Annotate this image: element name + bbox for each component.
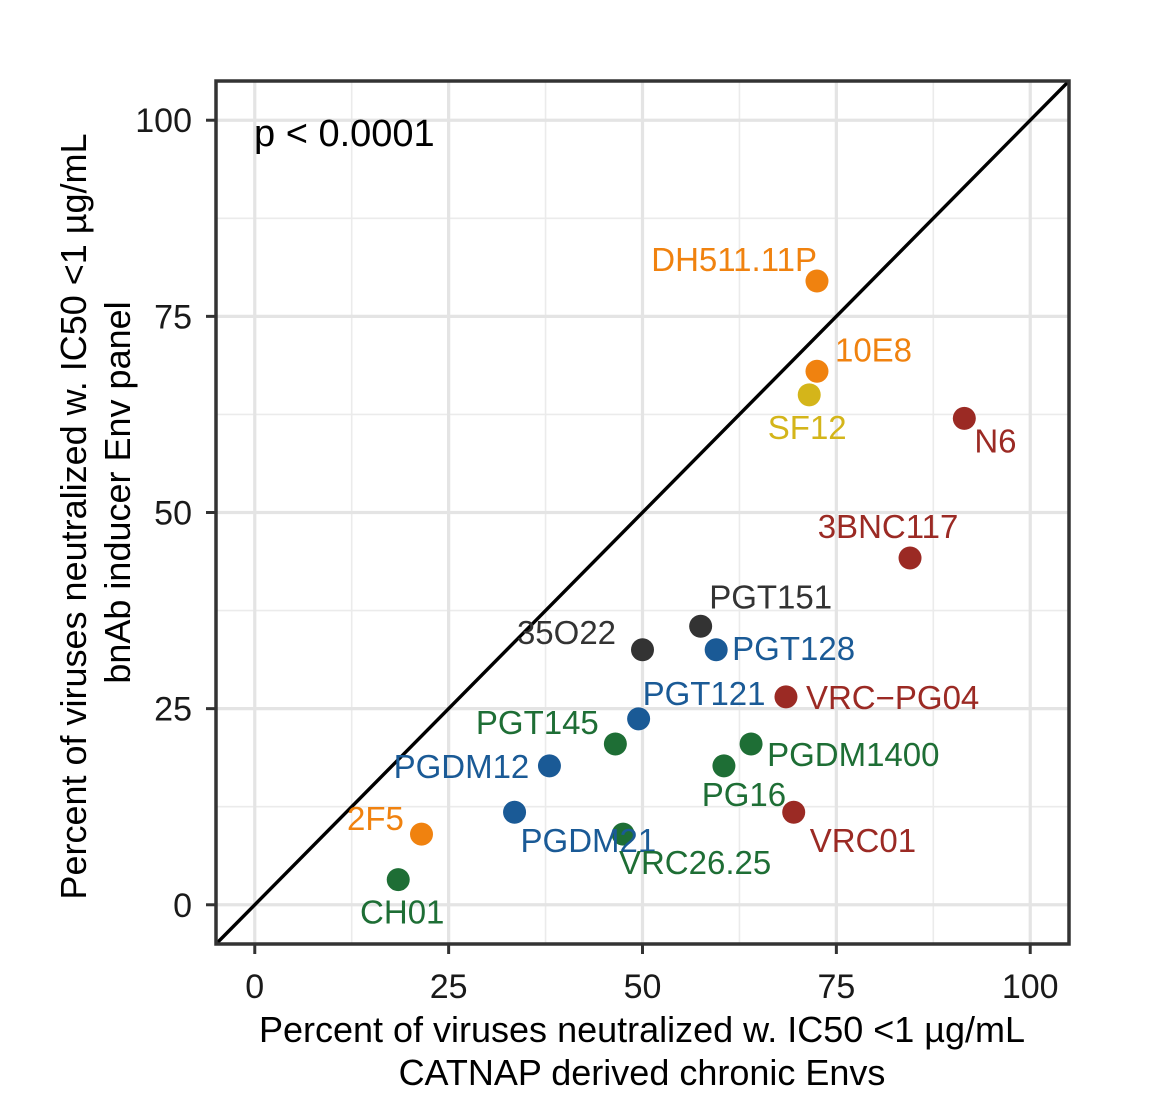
p-value-annotation: p < 0.0001 — [254, 113, 435, 155]
data-point — [952, 406, 976, 430]
y-tick-label: 75 — [154, 298, 192, 336]
point-label: PGDM21 — [521, 822, 657, 859]
data-point — [631, 638, 654, 662]
point-label: PGT128 — [732, 630, 855, 667]
x-axis-title-line1: Percent of viruses neutralized w. IC50 <… — [259, 1009, 1025, 1050]
data-point — [409, 822, 433, 846]
data-points — [386, 269, 976, 892]
data-point — [611, 822, 635, 846]
y-tick-label: 0 — [173, 887, 192, 925]
point-labels: DH511.11P 10E8 SF12 N6 3BNC117 PGT151 35O22 PGT… — [347, 241, 1016, 931]
data-point — [603, 732, 627, 756]
x-tick-label: 50 — [624, 968, 662, 1006]
data-point — [797, 383, 821, 407]
identity-line — [214, 79, 1071, 946]
x-tick-label: 25 — [430, 968, 468, 1006]
point-label: CH01 — [360, 894, 444, 931]
axes: 0 25 50 75 100 0 25 50 75 100 — [135, 102, 1058, 1006]
point-label: 10E8 — [835, 331, 912, 368]
y-axis-title-line1: Percent of viruses neutralized w. IC50 <… — [53, 133, 94, 899]
data-point — [805, 359, 829, 383]
grid — [216, 81, 1069, 944]
point-label: VRC26.25 — [619, 844, 771, 881]
x-tick-label: 100 — [1002, 968, 1059, 1006]
point-label: N6 — [974, 422, 1016, 459]
point-label: PGT151 — [709, 578, 832, 615]
point-label: VRC−PG04 — [806, 679, 979, 716]
x-axis-title-line2: CATNAP derived chronic Envs — [399, 1052, 886, 1093]
point-label: DH511.11P — [651, 241, 817, 278]
point-label: 3BNC117 — [818, 508, 959, 545]
data-point — [805, 269, 829, 293]
point-label: VRC01 — [810, 822, 916, 859]
data-point — [689, 614, 713, 638]
y-tick-label: 100 — [135, 102, 192, 140]
data-point — [386, 868, 410, 892]
x-tick-label: 0 — [245, 968, 264, 1006]
data-point — [627, 707, 651, 731]
point-label: PG16 — [702, 776, 786, 813]
point-label: 35O22 — [517, 614, 616, 651]
data-point — [898, 546, 922, 570]
data-point — [782, 800, 806, 824]
data-point — [774, 685, 798, 709]
point-label: PGT121 — [643, 675, 766, 712]
y-axis-title-line2: bnAb inducer Env panel — [97, 301, 138, 683]
data-point — [537, 754, 561, 778]
point-label: PGT145 — [476, 704, 599, 741]
point-label: SF12 — [768, 409, 847, 446]
x-tick-label: 75 — [817, 968, 855, 1006]
data-point — [503, 800, 527, 824]
data-point — [704, 638, 728, 662]
reference-line-layer — [214, 79, 1071, 946]
data-point — [739, 732, 763, 756]
data-point — [712, 754, 736, 778]
y-tick-label: 50 — [154, 495, 192, 533]
y-tick-label: 25 — [154, 691, 192, 729]
point-label: 2F5 — [347, 800, 404, 837]
point-label: PGDM1400 — [767, 736, 939, 773]
point-label: PGDM12 — [394, 748, 530, 785]
